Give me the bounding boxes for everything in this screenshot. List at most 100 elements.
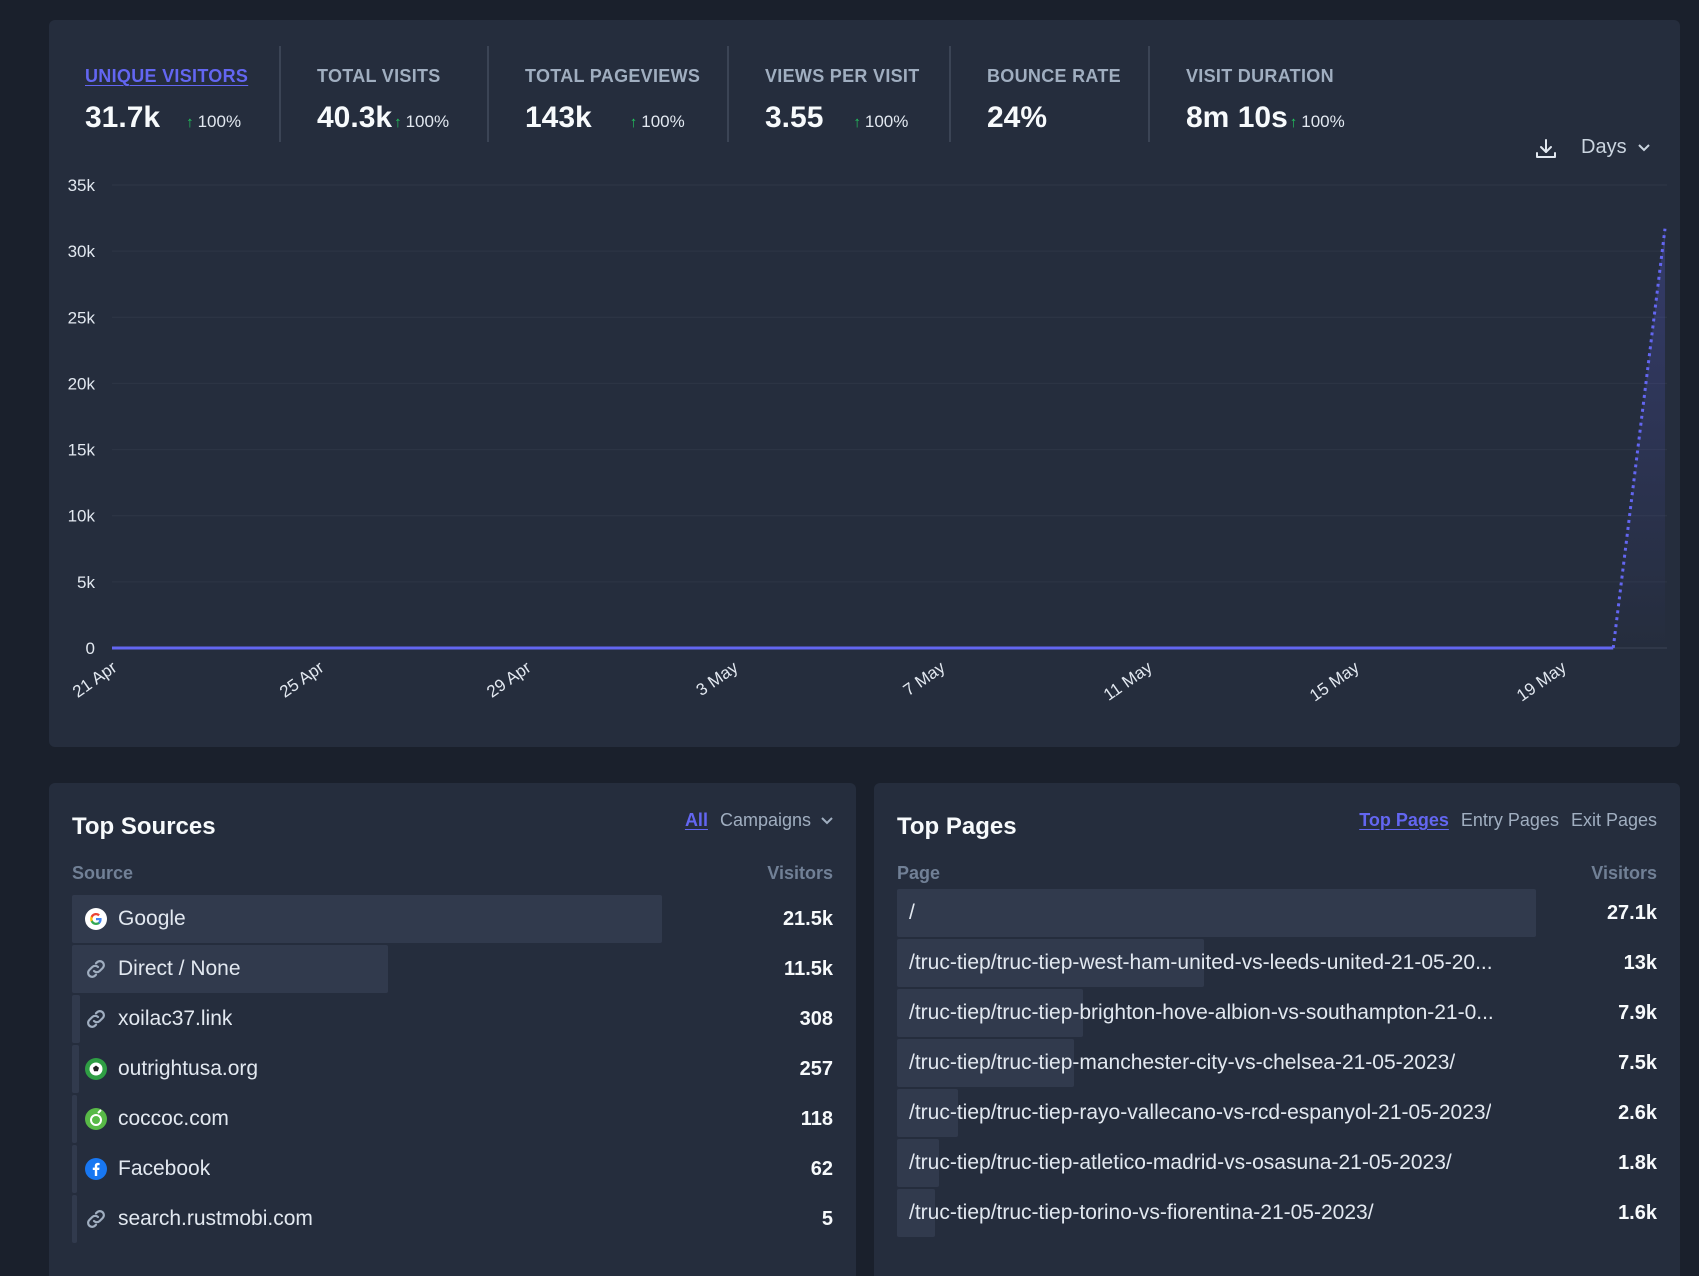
source-row[interactable]: Direct / None 11.5k xyxy=(72,945,833,993)
visitors-bar xyxy=(72,1095,77,1143)
data-point[interactable] xyxy=(678,645,684,651)
data-point[interactable] xyxy=(420,645,426,651)
data-point[interactable] xyxy=(1144,645,1150,651)
data-point[interactable] xyxy=(627,645,633,651)
arrow-up-icon: ↑ xyxy=(629,114,638,131)
data-point[interactable] xyxy=(1507,645,1513,651)
y-tick-label: 0 xyxy=(86,639,95,658)
top-pages-title: Top Pages xyxy=(897,813,1017,840)
y-tick-label: 35k xyxy=(68,176,96,195)
page-row[interactable]: /truc-tiep/truc-tiep-rayo-vallecano-vs-r… xyxy=(897,1089,1657,1137)
stat-label[interactable]: TOTAL VISITS xyxy=(317,66,441,86)
source-label: Facebook xyxy=(72,1157,210,1181)
stat-unique-visitors[interactable]: UNIQUE VISITORS 31.7k ↑ 100% xyxy=(49,46,279,142)
stat-label[interactable]: VISIT DURATION xyxy=(1186,66,1334,86)
source-visitors: 308 xyxy=(799,1007,833,1030)
data-point[interactable] xyxy=(937,645,943,651)
x-tick-label: 3 May xyxy=(693,657,742,699)
data-point[interactable] xyxy=(989,645,995,651)
page-visitors: 27.1k xyxy=(1606,901,1657,924)
source-label: outrightusa.org xyxy=(72,1057,258,1081)
data-point[interactable] xyxy=(1662,226,1668,232)
data-point[interactable] xyxy=(1093,645,1099,651)
interval-dropdown[interactable]: Days xyxy=(1581,136,1651,159)
data-point[interactable] xyxy=(1351,645,1357,651)
data-point[interactable] xyxy=(368,645,374,651)
stat-label[interactable]: UNIQUE VISITORS xyxy=(85,66,249,86)
data-point[interactable] xyxy=(1403,645,1409,651)
page-visitors: 1.6k xyxy=(1618,1201,1657,1224)
source-label: coccoc.com xyxy=(72,1107,229,1131)
y-tick-label: 15k xyxy=(68,441,96,460)
data-point[interactable] xyxy=(523,645,529,651)
source-visitors: 21.5k xyxy=(782,907,833,930)
data-point[interactable] xyxy=(264,645,270,651)
stat-label[interactable]: BOUNCE RATE xyxy=(987,66,1121,86)
source-row[interactable]: outrightusa.org 257 xyxy=(72,1045,833,1093)
visitors-bar xyxy=(897,1039,1074,1087)
stat-bounce-rate[interactable]: BOUNCE RATE 24% xyxy=(949,46,1148,142)
page-visitors: 7.5k xyxy=(1618,1051,1657,1074)
source-row[interactable]: coccoc.com 118 xyxy=(72,1095,833,1143)
data-point[interactable] xyxy=(1610,645,1616,651)
data-point[interactable] xyxy=(1300,645,1306,651)
data-point[interactable] xyxy=(1558,645,1564,651)
source-name: Direct / None xyxy=(118,957,241,980)
interval-label: Days xyxy=(1581,136,1627,158)
y-tick-label: 30k xyxy=(68,242,96,261)
page-row[interactable]: /truc-tiep/truc-tiep-torino-vs-fiorentin… xyxy=(897,1189,1657,1237)
data-point[interactable] xyxy=(1248,645,1254,651)
y-tick-label: 5k xyxy=(77,573,95,592)
visitors-line-chart: 0 5k 10k 15k 20k 25k 30k 35k 21 Apr 25 Apr 29 Apr… xyxy=(68,176,1668,705)
source-name: outrightusa.org xyxy=(118,1057,259,1080)
page-row[interactable]: /truc-tiep/truc-tiep-west-ham-united-vs-… xyxy=(897,939,1657,987)
data-point[interactable] xyxy=(1455,645,1461,651)
stat-views-per-visit[interactable]: VIEWS PER VISIT 3.55 ↑ 100% xyxy=(727,46,949,142)
tab-entry-pages[interactable]: Entry Pages xyxy=(1460,810,1559,830)
download-icon[interactable] xyxy=(1534,136,1558,162)
page-row[interactable]: /truc-tiep/truc-tiep-brighton-hove-albio… xyxy=(897,989,1657,1037)
page-row[interactable]: /truc-tiep/truc-tiep-manchester-city-vs-… xyxy=(897,1039,1657,1087)
series-line-incomplete xyxy=(1611,228,1667,649)
visitors-bar xyxy=(897,939,1204,987)
page-row[interactable]: /truc-tiep/truc-tiep-atletico-madrid-vs-… xyxy=(897,1139,1657,1187)
data-point[interactable] xyxy=(316,645,322,651)
tab-campaigns[interactable]: Campaigns xyxy=(720,810,833,831)
stat-label[interactable]: TOTAL PAGEVIEWS xyxy=(525,66,701,86)
source-visitors: 11.5k xyxy=(784,957,833,980)
visitors-bar xyxy=(897,1089,959,1137)
data-point[interactable] xyxy=(1196,645,1202,651)
page-row[interactable]: / 27.1k xyxy=(897,889,1657,937)
source-row[interactable]: Google 21.5k xyxy=(72,895,833,943)
visitors-bar xyxy=(72,895,662,943)
source-name: Google xyxy=(118,907,186,930)
source-row[interactable]: Facebook 62 xyxy=(72,1145,833,1193)
data-point[interactable] xyxy=(730,645,736,651)
google-icon xyxy=(84,907,108,931)
tab-all[interactable]: All xyxy=(684,810,708,830)
stat-visit-duration[interactable]: VISIT DURATION 8m 10s ↑ 100% xyxy=(1148,46,1388,142)
tab-top-pages[interactable]: Top Pages xyxy=(1359,810,1449,830)
data-point[interactable] xyxy=(109,645,115,651)
data-point[interactable] xyxy=(1041,645,1047,651)
data-point[interactable] xyxy=(834,645,840,651)
stat-value: 8m 10s xyxy=(1186,101,1288,134)
data-point[interactable] xyxy=(471,645,477,651)
data-point[interactable] xyxy=(161,645,167,651)
y-tick-label: 25k xyxy=(68,308,96,327)
data-point[interactable] xyxy=(886,645,892,651)
stat-total-pageviews[interactable]: TOTAL PAGEVIEWS 143k ↑ 100% xyxy=(487,46,727,142)
source-visitors: 62 xyxy=(810,1157,833,1180)
stat-label[interactable]: VIEWS PER VISIT xyxy=(765,66,920,86)
stat-total-visits[interactable]: TOTAL VISITS 40.3k ↑ 100% xyxy=(279,46,487,142)
tab-exit-pages[interactable]: Exit Pages xyxy=(1570,810,1657,830)
data-point[interactable] xyxy=(782,645,788,651)
source-name: Facebook xyxy=(118,1157,211,1180)
data-point[interactable] xyxy=(213,645,219,651)
source-row[interactable]: search.rustmobi.com 5 xyxy=(72,1195,833,1243)
column-page: Page xyxy=(897,863,941,883)
source-row[interactable]: xoilac37.link 308 xyxy=(72,995,833,1043)
top-sources-title: Top Sources xyxy=(72,813,216,840)
data-point[interactable] xyxy=(575,645,581,651)
visitors-bar xyxy=(897,889,1536,937)
